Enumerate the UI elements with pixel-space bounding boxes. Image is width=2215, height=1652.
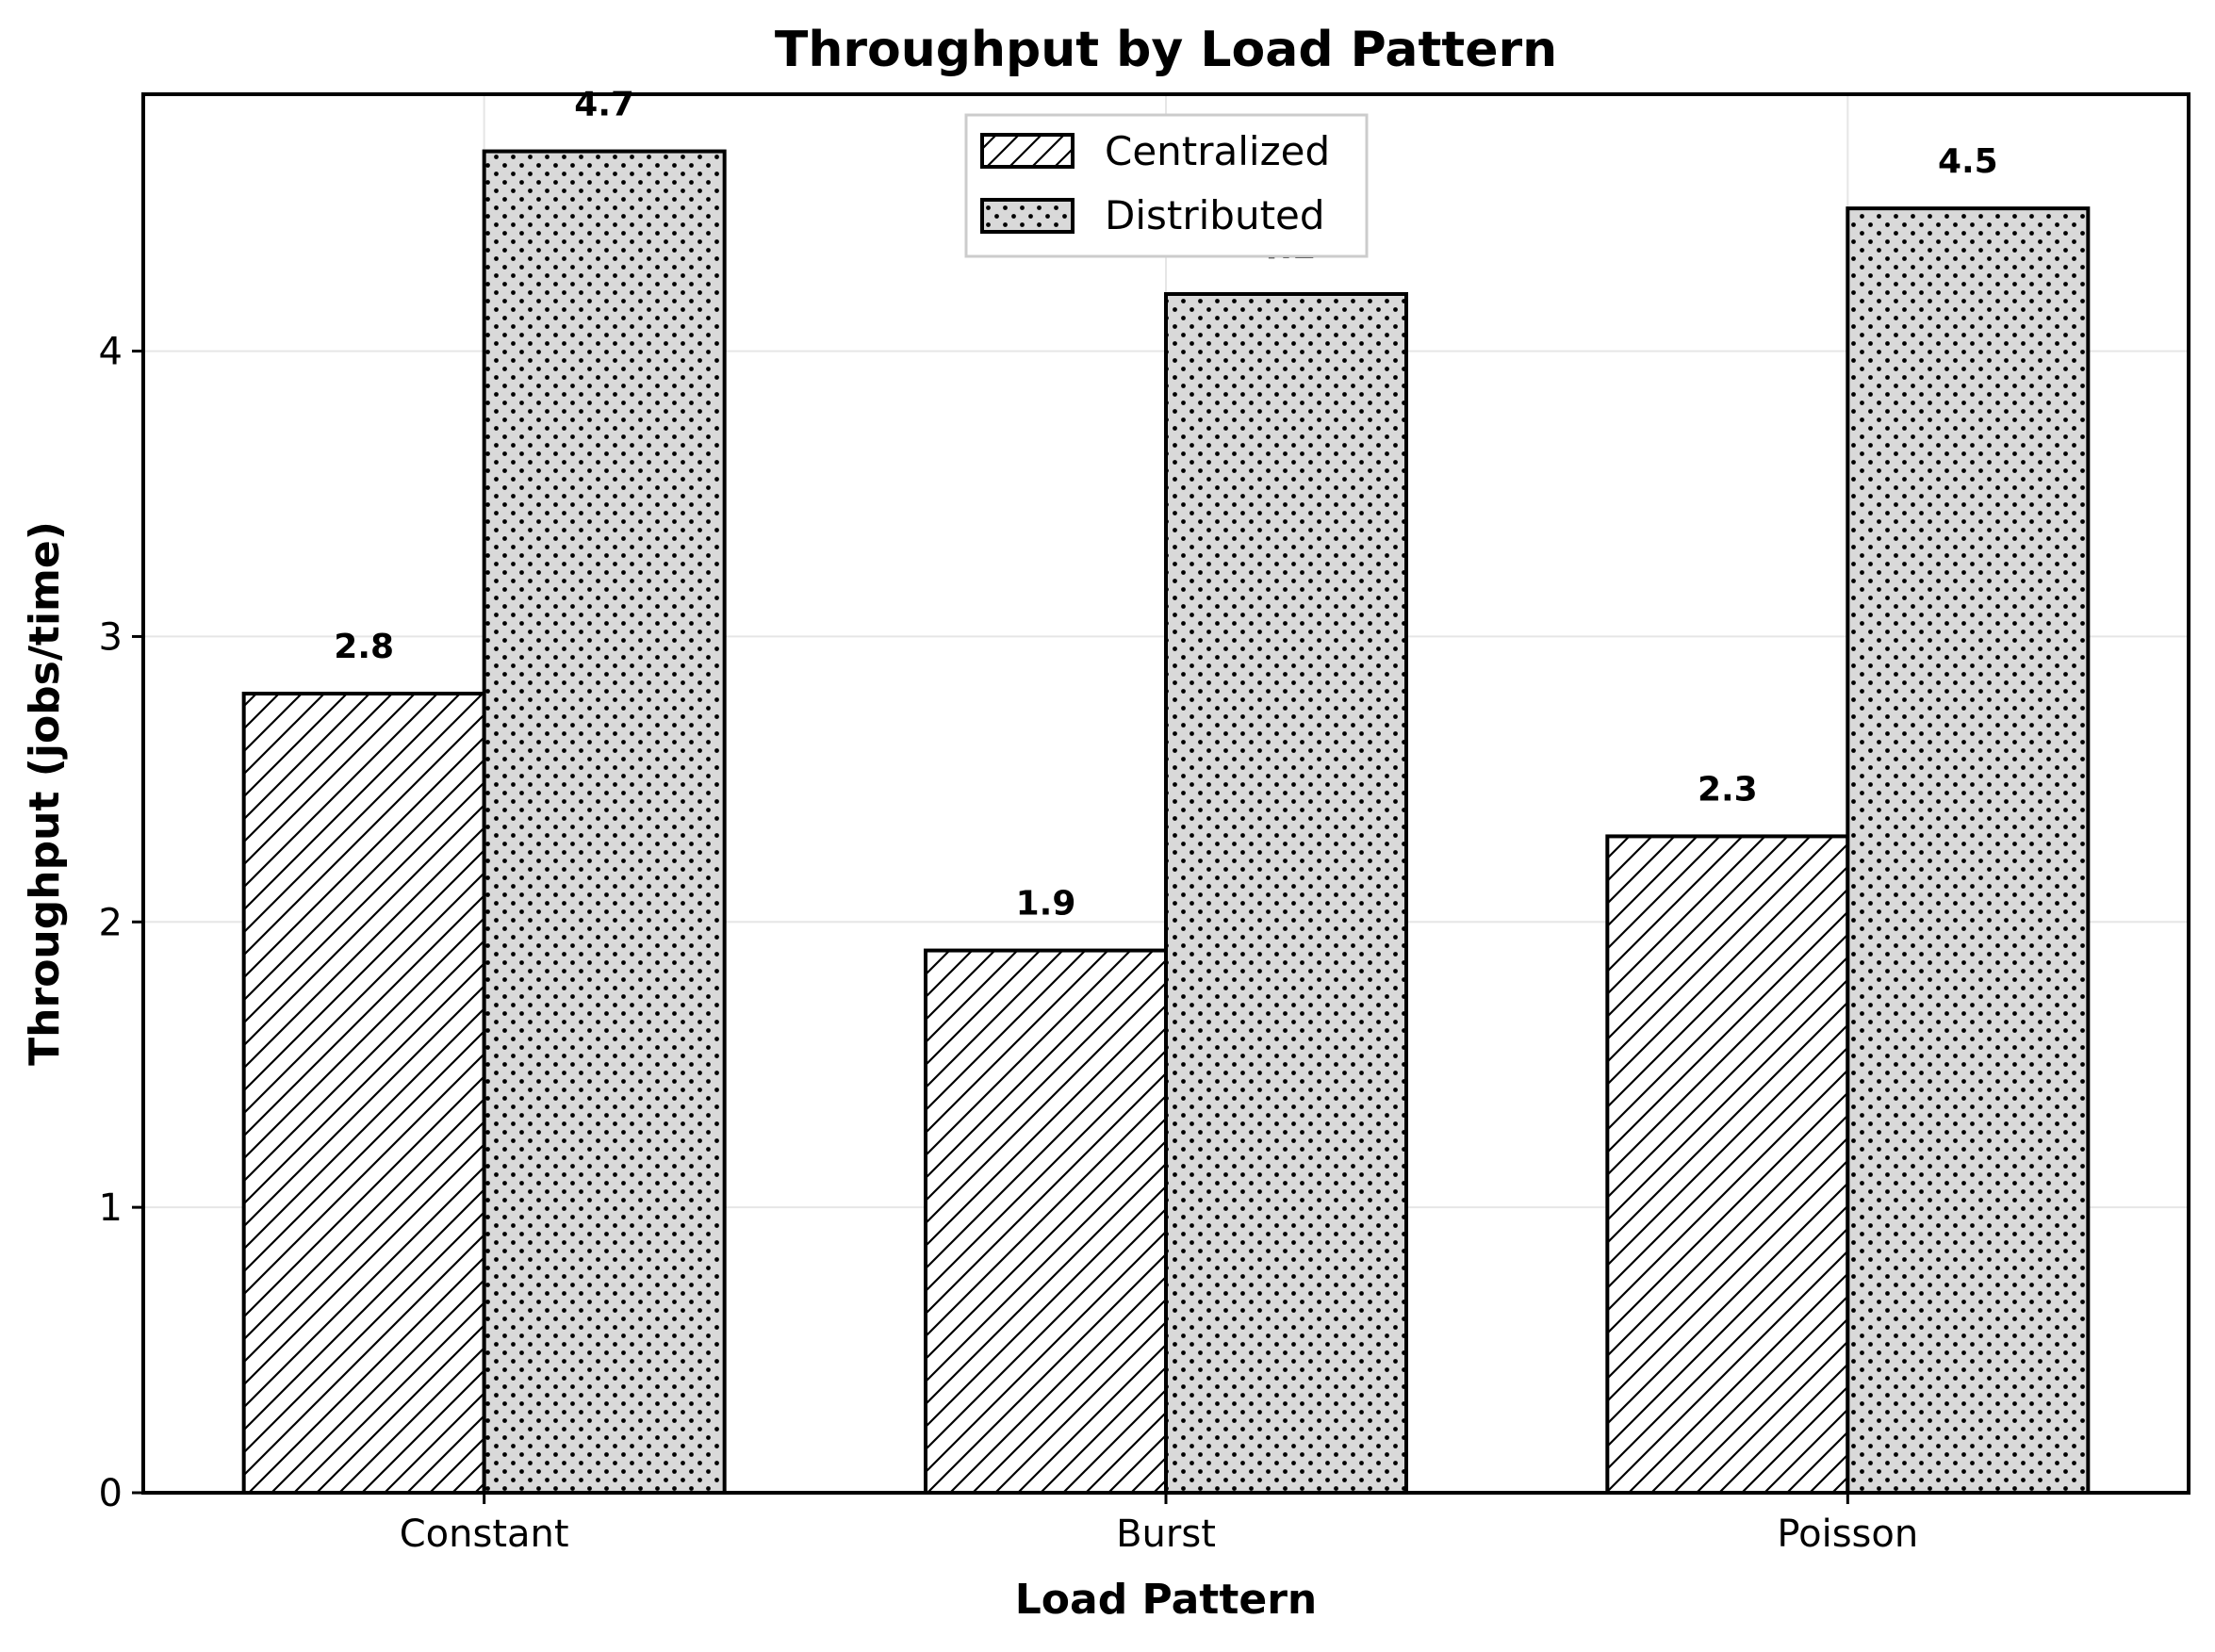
value-label-centralized-burst: 1.9 bbox=[1016, 885, 1076, 924]
x-axis-label: Load Pattern bbox=[1015, 1576, 1317, 1624]
value-label-centralized-constant: 2.8 bbox=[334, 628, 394, 666]
chart-title: Throughput by Load Pattern bbox=[775, 22, 1557, 78]
x-tick-label: Constant bbox=[400, 1513, 569, 1556]
legend: Centralized Distributed bbox=[964, 113, 1369, 258]
x-tick-label: Poisson bbox=[1777, 1513, 1918, 1556]
legend-swatch-centralized bbox=[980, 133, 1075, 169]
bar-distributed-poisson bbox=[1846, 206, 2091, 1496]
value-label-distributed-poisson: 4.5 bbox=[1938, 142, 1998, 181]
y-axis-label: Throughput (jobs/time) bbox=[21, 521, 69, 1066]
value-label-distributed-constant: 4.7 bbox=[574, 86, 634, 124]
y-tick-label: 0 bbox=[99, 1472, 123, 1515]
legend-label-distributed: Distributed bbox=[1105, 192, 1325, 238]
bars bbox=[241, 149, 2091, 1496]
bar-centralized-burst bbox=[924, 948, 1168, 1495]
y-tick-label: 4 bbox=[99, 331, 123, 374]
bar-distributed-burst bbox=[1164, 292, 1408, 1495]
bar-distributed-constant bbox=[482, 149, 727, 1496]
y-tick-label: 2 bbox=[99, 901, 123, 944]
legend-label-centralized: Centralized bbox=[1105, 128, 1330, 174]
legend-swatch-distributed bbox=[980, 198, 1075, 234]
value-label-centralized-poisson: 2.3 bbox=[1698, 770, 1758, 809]
y-tick-label: 1 bbox=[99, 1186, 123, 1230]
x-axis-ticks: Constant Burst Poisson bbox=[400, 1493, 1918, 1556]
y-tick-label: 3 bbox=[99, 615, 123, 659]
x-tick-label: Burst bbox=[1116, 1513, 1216, 1556]
bar-centralized-constant bbox=[241, 692, 486, 1495]
bar-centralized-poisson bbox=[1605, 834, 1850, 1495]
y-axis-ticks: 0 1 2 3 4 bbox=[99, 331, 143, 1515]
